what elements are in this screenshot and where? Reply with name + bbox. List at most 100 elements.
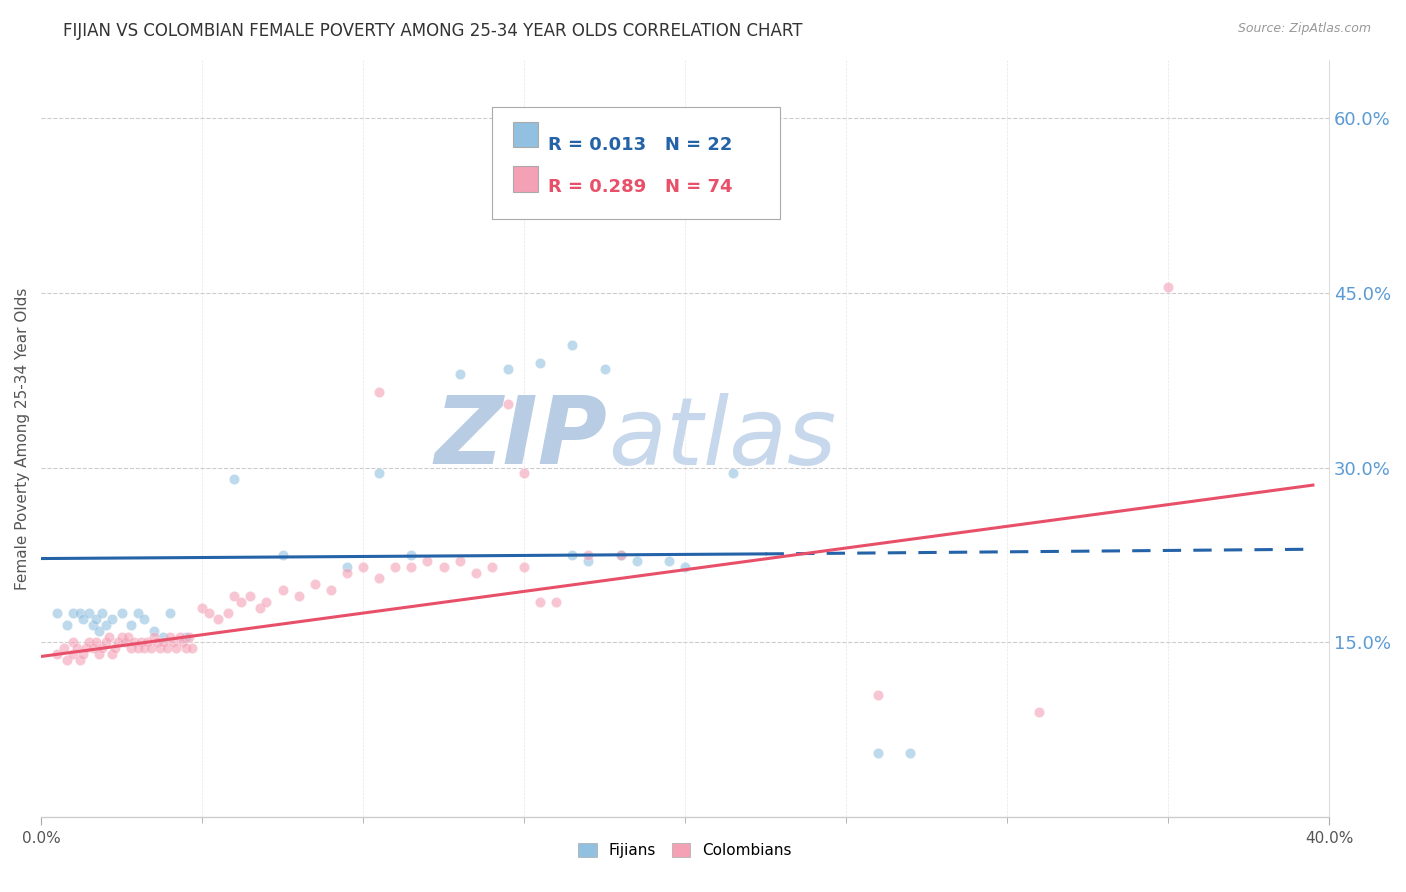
- Point: [368, 571, 391, 585]
- Point: [609, 548, 631, 562]
- Point: [181, 641, 204, 656]
- Point: [239, 589, 262, 603]
- Point: [56, 653, 79, 667]
- Point: [139, 641, 162, 656]
- Point: [561, 548, 583, 562]
- Point: [62, 635, 84, 649]
- Point: [117, 630, 139, 644]
- Point: [352, 559, 374, 574]
- Point: [449, 368, 471, 382]
- Text: Source: ZipAtlas.com: Source: ZipAtlas.com: [1237, 22, 1371, 36]
- Point: [271, 582, 294, 597]
- Point: [87, 647, 110, 661]
- Point: [416, 554, 439, 568]
- Point: [304, 577, 326, 591]
- Point: [149, 641, 172, 656]
- Point: [626, 554, 648, 568]
- Point: [162, 635, 184, 649]
- Point: [91, 641, 114, 656]
- Point: [513, 559, 536, 574]
- Text: R = 0.289   N = 74: R = 0.289 N = 74: [548, 178, 733, 196]
- Point: [120, 618, 142, 632]
- Y-axis label: Female Poverty Among 25-34 Year Olds: Female Poverty Among 25-34 Year Olds: [15, 287, 30, 590]
- Point: [529, 356, 551, 370]
- Point: [868, 688, 890, 702]
- Point: [673, 559, 696, 574]
- Point: [142, 624, 165, 638]
- Point: [136, 635, 159, 649]
- Point: [169, 630, 191, 644]
- Point: [197, 607, 219, 621]
- Point: [529, 595, 551, 609]
- Point: [127, 607, 149, 621]
- Point: [142, 630, 165, 644]
- Point: [319, 582, 342, 597]
- Point: [62, 647, 84, 661]
- Point: [94, 618, 117, 632]
- Point: [82, 618, 104, 632]
- Point: [561, 338, 583, 352]
- Point: [124, 635, 146, 649]
- Point: [723, 467, 745, 481]
- Point: [900, 746, 922, 760]
- Point: [104, 641, 127, 656]
- Point: [868, 746, 890, 760]
- Point: [114, 635, 136, 649]
- Point: [107, 635, 129, 649]
- Point: [152, 635, 174, 649]
- Point: [65, 641, 87, 656]
- Point: [120, 641, 142, 656]
- Point: [97, 630, 120, 644]
- Point: [134, 641, 156, 656]
- Point: [249, 600, 271, 615]
- Point: [146, 635, 169, 649]
- Point: [56, 618, 79, 632]
- Point: [271, 548, 294, 562]
- Point: [46, 647, 69, 661]
- Point: [69, 607, 91, 621]
- Point: [609, 548, 631, 562]
- Point: [174, 630, 197, 644]
- Point: [52, 641, 75, 656]
- Text: FIJIAN VS COLOMBIAN FEMALE POVERTY AMONG 25-34 YEAR OLDS CORRELATION CHART: FIJIAN VS COLOMBIAN FEMALE POVERTY AMONG…: [63, 22, 803, 40]
- Point: [84, 635, 107, 649]
- Point: [449, 554, 471, 568]
- Point: [82, 641, 104, 656]
- Point: [578, 548, 600, 562]
- Point: [464, 566, 486, 580]
- Point: [217, 607, 239, 621]
- Point: [287, 589, 309, 603]
- Point: [481, 559, 503, 574]
- Point: [593, 361, 616, 376]
- Point: [207, 612, 229, 626]
- Point: [1157, 280, 1180, 294]
- Text: R = 0.013   N = 22: R = 0.013 N = 22: [548, 136, 733, 154]
- Point: [578, 554, 600, 568]
- Point: [401, 559, 423, 574]
- Text: ZIP: ZIP: [434, 392, 607, 484]
- Point: [224, 472, 246, 486]
- Point: [384, 559, 406, 574]
- Point: [496, 361, 519, 376]
- Point: [101, 612, 124, 626]
- Point: [62, 607, 84, 621]
- Point: [256, 595, 278, 609]
- Point: [658, 554, 681, 568]
- Point: [546, 595, 568, 609]
- Point: [513, 467, 536, 481]
- Point: [368, 384, 391, 399]
- Point: [84, 612, 107, 626]
- Point: [69, 653, 91, 667]
- Point: [229, 595, 252, 609]
- Point: [101, 647, 124, 661]
- Point: [336, 559, 359, 574]
- Point: [174, 641, 197, 656]
- Point: [87, 624, 110, 638]
- Point: [156, 641, 179, 656]
- Point: [159, 607, 181, 621]
- Point: [75, 641, 97, 656]
- Point: [94, 635, 117, 649]
- Point: [368, 467, 391, 481]
- Point: [432, 559, 454, 574]
- Point: [159, 630, 181, 644]
